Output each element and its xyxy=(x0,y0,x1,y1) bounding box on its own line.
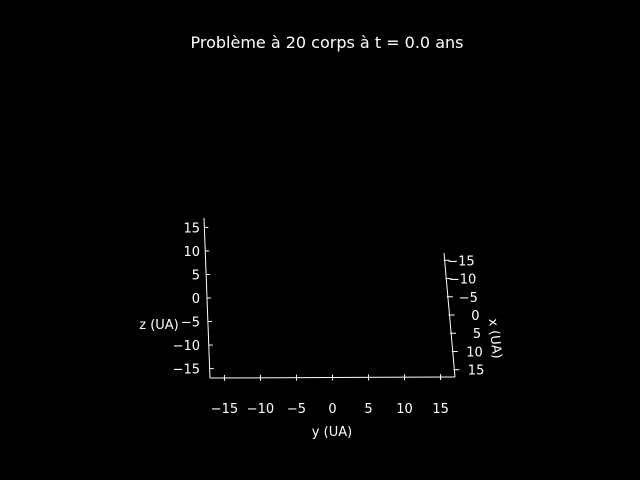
x-tick-label: 10 xyxy=(466,345,483,360)
z-tick-label: 5 xyxy=(192,268,200,283)
chart-title: Problème à 20 corps à t = 0.0 ans xyxy=(191,33,464,52)
y-tick-label: −5 xyxy=(287,402,306,417)
x-tick-label: −5 xyxy=(459,291,478,306)
z-tick-label: 15 xyxy=(183,221,200,236)
y-axis-label: y (UA) xyxy=(312,425,352,440)
z-tick-label: −10 xyxy=(173,339,200,354)
x-tick-label: −15 xyxy=(447,254,474,269)
x-axis-ticks: −15 −10 −5 0 5 10 15 xyxy=(443,254,485,379)
z-tick-label: −5 xyxy=(181,316,200,331)
z-tick-label: −15 xyxy=(173,363,200,378)
y-tick-label: 5 xyxy=(364,402,372,417)
z-tick-label: 10 xyxy=(183,245,200,260)
y-axis-ticks: −15 −10 −5 0 5 10 15 xyxy=(211,374,449,417)
y-tick-label: −10 xyxy=(247,402,274,417)
x-axis-label: x (UA) xyxy=(485,318,504,360)
y-tick-label: 15 xyxy=(432,402,449,417)
x-tick-label: 5 xyxy=(473,327,481,342)
z-axis-ticks: −15 −10 −5 0 5 10 15 xyxy=(173,221,214,378)
z-axis-label: z (UA) xyxy=(139,318,179,333)
x-tick-label: −10 xyxy=(449,273,476,288)
y-tick-label: 0 xyxy=(328,402,336,417)
z-tick-label: 0 xyxy=(192,292,200,307)
x-tick-label: 0 xyxy=(471,309,479,324)
y-tick-label: −15 xyxy=(211,402,238,417)
y-tick-label: 10 xyxy=(396,402,413,417)
x-tick-label: 15 xyxy=(468,364,485,379)
